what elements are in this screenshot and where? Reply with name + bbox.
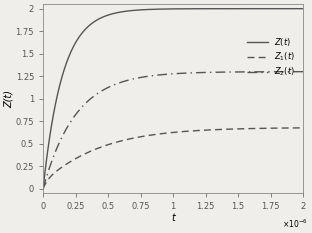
$Z(t)$: [301, 7, 305, 10]
$Z_2(t)$: [168, 73, 171, 75]
$Z_1(t)$: [301, 127, 305, 129]
$Z(t)$: [294, 7, 297, 10]
$Z(t)$: [168, 7, 171, 10]
$Z_2(t)$: [246, 70, 250, 73]
$Z_2(t)$: [41, 187, 45, 190]
Line: $Z_1(t)$: $Z_1(t)$: [43, 128, 303, 188]
$Z_1(t)$: [41, 187, 45, 190]
$Z(t)$: [294, 7, 297, 10]
X-axis label: t: t: [171, 212, 175, 223]
Line: $Z(t)$: $Z(t)$: [43, 9, 303, 188]
$Z_1(t)$: [168, 131, 171, 134]
$Z(t)$: [55, 98, 58, 101]
$Z_1(t)$: [294, 127, 297, 129]
Text: $\times 10^{-6}$: $\times 10^{-6}$: [282, 218, 308, 230]
$Z_1(t)$: [246, 127, 250, 130]
Line: $Z_2(t)$: $Z_2(t)$: [43, 72, 303, 188]
$Z_2(t)$: [294, 70, 297, 73]
$Z_2(t)$: [301, 70, 305, 73]
Legend: $Z(t)$, $Z_1(t)$, $Z_2(t)$: $Z(t)$, $Z_1(t)$, $Z_2(t)$: [244, 33, 299, 81]
$Z_2(t)$: [294, 70, 297, 73]
Y-axis label: Z(t): Z(t): [4, 90, 14, 108]
$Z_1(t)$: [55, 170, 58, 173]
$Z_2(t)$: [161, 73, 164, 76]
$Z(t)$: [41, 187, 45, 190]
$Z_2(t)$: [55, 148, 58, 151]
$Z(t)$: [246, 7, 250, 10]
$Z_1(t)$: [294, 127, 297, 129]
$Z(t)$: [161, 8, 164, 10]
$Z_1(t)$: [161, 132, 164, 135]
